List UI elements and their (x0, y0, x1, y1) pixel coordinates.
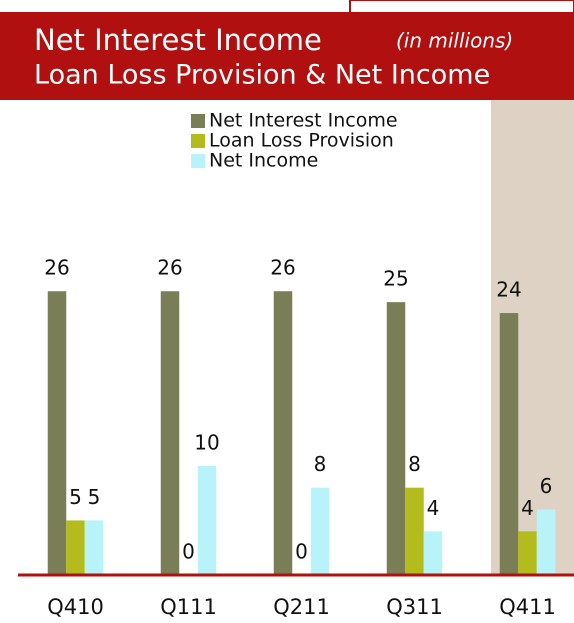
x-tick-label: Q311 (386, 595, 443, 619)
legend-label: Net Income (209, 150, 318, 172)
x-tick-label: Q411 (499, 595, 556, 619)
data-label: 26 (157, 256, 182, 280)
chart-subtitle: (in millions) (396, 29, 513, 53)
bar (84, 520, 104, 575)
data-label: 0 (182, 540, 195, 564)
data-label: 4 (521, 496, 534, 520)
data-label: 8 (314, 452, 327, 476)
data-label: 4 (427, 496, 440, 520)
data-label: 26 (44, 256, 69, 280)
x-tick-label: Q410 (47, 595, 104, 619)
legend-swatch (191, 134, 205, 148)
top-tab (349, 0, 574, 15)
x-tick-label: Q111 (160, 595, 217, 619)
data-label: 6 (540, 474, 553, 498)
legend-swatch (191, 154, 205, 168)
bar (66, 520, 85, 575)
bar (536, 509, 556, 575)
bar (518, 531, 537, 575)
data-label: 10 (194, 430, 219, 454)
bar (499, 313, 519, 575)
data-label: 5 (69, 485, 82, 509)
bar (423, 531, 443, 575)
data-label: 24 (496, 278, 521, 302)
bar (47, 291, 67, 575)
chart-title-line2: Loan Loss Provision & Net Income (34, 60, 490, 91)
bar (273, 291, 293, 575)
x-tick-label: Q211 (273, 595, 330, 619)
chart-title: Net Interest Income (34, 23, 322, 57)
data-label: 25 (383, 267, 408, 291)
legend-label: Loan Loss Provision (209, 130, 394, 152)
legend-swatch (191, 114, 205, 128)
data-label: 5 (88, 485, 101, 509)
data-label: 26 (270, 256, 295, 280)
data-label: 8 (408, 452, 421, 476)
bar (160, 291, 180, 575)
data-label: 0 (295, 540, 308, 564)
bar (405, 487, 424, 575)
bar (197, 465, 217, 575)
legend-label: Net Interest Income (209, 110, 398, 132)
bar (386, 302, 406, 575)
title-banner (0, 12, 574, 100)
bar (310, 487, 330, 575)
